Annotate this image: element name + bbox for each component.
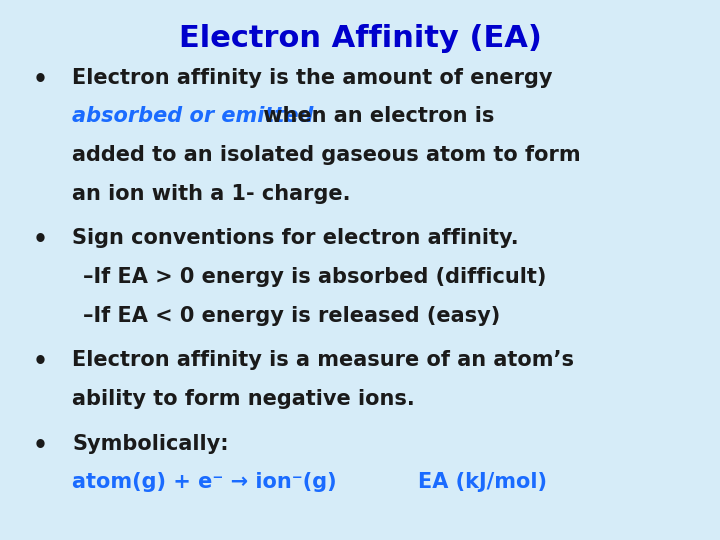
Text: an ion with a 1- charge.: an ion with a 1- charge.: [72, 184, 351, 204]
Text: absorbed or emitted: absorbed or emitted: [72, 106, 313, 126]
Text: •: •: [32, 68, 48, 91]
Text: ability to form negative ions.: ability to form negative ions.: [72, 389, 415, 409]
Text: Symbolically:: Symbolically:: [72, 434, 229, 454]
Text: EA (kJ/mol): EA (kJ/mol): [418, 472, 546, 492]
Text: added to an isolated gaseous atom to form: added to an isolated gaseous atom to for…: [72, 145, 580, 165]
Text: atom(g) + e⁻ → ion⁻(g): atom(g) + e⁻ → ion⁻(g): [72, 472, 337, 492]
Text: •: •: [32, 434, 48, 457]
Text: when an electron is: when an electron is: [256, 106, 494, 126]
Text: –If EA < 0 energy is released (easy): –If EA < 0 energy is released (easy): [83, 306, 500, 326]
Text: Electron affinity is the amount of energy: Electron affinity is the amount of energ…: [72, 68, 552, 87]
Text: Electron Affinity (EA): Electron Affinity (EA): [179, 24, 541, 53]
Text: Electron affinity is a measure of an atom’s: Electron affinity is a measure of an ato…: [72, 350, 574, 370]
Text: •: •: [32, 350, 48, 374]
Text: –If EA > 0 energy is absorbed (difficult): –If EA > 0 energy is absorbed (difficult…: [83, 267, 546, 287]
Text: •: •: [32, 228, 48, 252]
Text: Sign conventions for electron affinity.: Sign conventions for electron affinity.: [72, 228, 518, 248]
